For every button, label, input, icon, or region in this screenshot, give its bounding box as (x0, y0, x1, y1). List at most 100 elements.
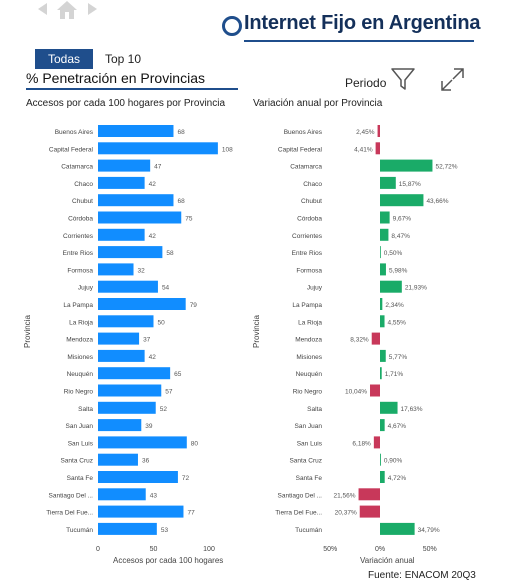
bar-la-pampa (98, 298, 186, 310)
data-label-buenos-aires: 2,45% (356, 129, 375, 136)
bar-capital-federal (375, 142, 380, 155)
bar-rio-negro (98, 384, 162, 397)
bar-santa-fe (380, 471, 385, 483)
bar-chubut (380, 194, 424, 207)
data-label-san-luis: 80 (191, 440, 199, 447)
filter-icon[interactable] (390, 66, 416, 92)
data-label-capital-federal: 4,41% (354, 146, 373, 153)
left-x-axis-label: Accesos por cada 100 hogares (113, 556, 224, 565)
category-label-jujuy: Jujuy (78, 285, 94, 292)
category-label-entre-rios: Entre Rios (63, 250, 94, 257)
category-label-neuqu-n: Neuquén (67, 371, 94, 378)
bar-santa-cruz (380, 453, 381, 466)
bar-chaco (98, 176, 145, 189)
bar-san-luis (373, 436, 380, 449)
home-icon[interactable] (55, 0, 79, 20)
category-label-rio-negro: Rio Negro (64, 389, 94, 396)
bar-buenos-aires (98, 125, 174, 137)
bar-salta (380, 401, 398, 414)
data-label-santa-fe: 4,72% (388, 475, 407, 482)
left-y-axis-label: Provincia (23, 315, 32, 348)
page-title-block: Internet Fijo en Argentina (222, 12, 480, 40)
data-label-chubut: 68 (177, 198, 185, 205)
data-label-capital-federal: 108 (222, 146, 233, 153)
category-label-catamarca: Catamarca (61, 164, 93, 171)
data-label-san-luis: 6,18% (352, 440, 371, 447)
category-label-san-luis: San Luis (297, 440, 323, 447)
bar-capital-federal (98, 142, 218, 155)
data-label-corrientes: 8,47% (391, 233, 410, 240)
category-label-formosa: Formosa (296, 267, 322, 274)
category-label-tucum-n: Tucumán (66, 527, 93, 534)
data-label-santa-cruz: 36 (142, 458, 150, 465)
subtitle-underline (26, 88, 238, 90)
variacion-bar-chart: Buenos Aires 2,45% Capital Federal 4,41% Cat… (275, 125, 458, 553)
bar-santa-cruz (98, 453, 138, 466)
category-label-san-juan: San Juan (66, 423, 94, 430)
category-label-tierra-del-fue: Tierra Del Fue... (275, 510, 322, 517)
bar-tucum-n (98, 522, 157, 535)
bar-mendoza (98, 332, 140, 345)
x-tick-label: 0 (96, 546, 100, 553)
data-label-santa-fe: 72 (182, 475, 190, 482)
bar-san-juan (380, 419, 385, 432)
category-label-capital-federal: Capital Federal (278, 146, 323, 153)
x-tick-label: 0% (375, 546, 385, 553)
back-arrow-icon[interactable] (38, 3, 47, 15)
left-chart-title: Accesos por cada 100 hogares por Provinc… (26, 98, 226, 109)
bar-chubut (98, 194, 174, 207)
category-label-chubut: Chubut (72, 198, 93, 205)
data-label-tierra-del-fue: 20,37% (335, 510, 357, 517)
tab-top-10[interactable]: Top 10 (104, 52, 142, 66)
bar-buenos-aires (377, 125, 380, 137)
category-label-capital-federal: Capital Federal (49, 146, 94, 153)
bar-san-luis (98, 436, 187, 449)
category-label-la-pampa: La Pampa (63, 302, 93, 309)
bar-jujuy (380, 280, 402, 293)
data-label-rio-negro: 10,04% (345, 389, 367, 396)
x-tick-label: 100 (203, 546, 215, 553)
data-label-corrientes: 42 (149, 233, 157, 240)
data-label-san-juan: 4,67% (388, 423, 407, 430)
accesos-bar-chart: Buenos Aires 68 Capital Federal 108 Catamarc… (46, 125, 233, 553)
data-label-san-juan: 39 (145, 423, 153, 430)
right-chart-title: Variación anual por Provincia (253, 98, 383, 109)
data-label-misiones: 5,77% (389, 354, 408, 361)
expand-icon[interactable] (440, 67, 466, 93)
bar-santiago-del (98, 488, 146, 501)
bar-la-pampa (380, 298, 383, 310)
category-label-c-rdoba: Córdoba (297, 216, 322, 223)
category-label-buenos-aires: Buenos Aires (55, 129, 94, 136)
data-label-formosa: 5,98% (389, 267, 408, 274)
data-label-catamarca: 52,72% (435, 164, 457, 171)
category-label-santiago-del: Santiago Del ... (278, 492, 323, 499)
bar-neuqu-n (380, 367, 382, 380)
bar-misiones (380, 349, 386, 362)
title-underline (244, 40, 474, 42)
data-label-misiones: 42 (149, 354, 157, 361)
category-label-la-pampa: La Pampa (292, 302, 322, 309)
bar-entre-rios (380, 246, 381, 259)
category-label-mendoza: Mendoza (295, 337, 322, 344)
x-tick-label: 50% (423, 546, 437, 553)
category-label-la-rioja: La Rioja (69, 319, 93, 326)
source-note: Fuente: ENACOM 20Q3 (368, 570, 476, 581)
bar-san-juan (98, 419, 142, 432)
category-label-c-rdoba: Córdoba (68, 216, 93, 223)
forward-arrow-icon[interactable] (88, 3, 97, 15)
bar-mendoza (371, 332, 380, 345)
bar-chaco (380, 176, 396, 189)
category-label-santa-cruz: Santa Cruz (289, 458, 322, 465)
data-label-c-rdoba: 75 (185, 216, 193, 223)
bar-la-rioja (380, 315, 385, 328)
bar-santiago-del (358, 488, 380, 501)
bar-corrientes (98, 228, 145, 241)
category-label-chaco: Chaco (74, 181, 93, 188)
category-label-jujuy: Jujuy (307, 285, 323, 292)
category-label-santa-fe: Santa Fe (296, 475, 323, 482)
data-label-la-pampa: 79 (190, 302, 198, 309)
bar-formosa (98, 263, 134, 276)
bar-jujuy (98, 280, 158, 293)
data-label-buenos-aires: 68 (177, 129, 185, 136)
tab-todas[interactable]: Todas (35, 49, 93, 69)
